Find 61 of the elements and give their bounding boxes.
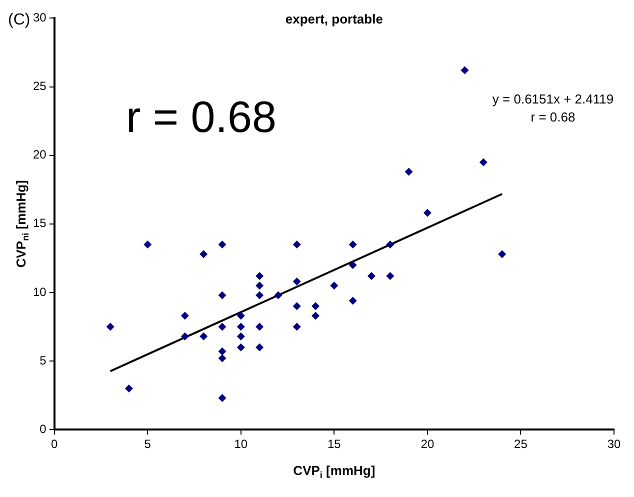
point	[200, 332, 208, 340]
x-tick-label: 25	[514, 437, 528, 452]
point	[236, 343, 245, 352]
point	[144, 240, 152, 248]
point	[367, 272, 376, 280]
x-tick-label: 0	[51, 437, 58, 452]
text: (C)	[8, 11, 30, 28]
point	[292, 240, 301, 248]
point	[236, 312, 245, 320]
point	[200, 250, 208, 258]
point	[292, 277, 301, 286]
point	[404, 168, 413, 176]
chart-title: expert, portable	[285, 12, 383, 27]
point	[348, 261, 357, 270]
point	[218, 240, 226, 248]
point	[256, 272, 264, 280]
point	[292, 302, 301, 310]
point	[386, 240, 394, 248]
y-axis-title: CVPni [mmHg]	[14, 180, 30, 268]
point	[498, 250, 506, 258]
point	[236, 332, 245, 340]
y-tick-label: 25	[32, 79, 47, 94]
y-tick-label: 0	[40, 422, 47, 436]
point	[218, 347, 226, 356]
point	[218, 354, 226, 362]
point	[312, 312, 320, 320]
point	[348, 296, 357, 305]
point	[423, 208, 432, 217]
point	[256, 291, 264, 300]
annotation: y = 0.6151x + 2.4119	[492, 92, 614, 107]
point	[256, 282, 264, 290]
x-tick-label: 5	[144, 437, 152, 452]
point	[218, 291, 226, 300]
annotation: r = 0.68	[126, 93, 276, 142]
x-tick-label: 30	[607, 437, 621, 452]
point	[274, 291, 282, 300]
point	[180, 312, 189, 320]
point	[180, 332, 189, 340]
point	[218, 394, 226, 402]
point	[386, 272, 394, 280]
x-tick-label: 10	[234, 437, 248, 452]
y-tick-label: 20	[32, 148, 47, 162]
point	[312, 302, 320, 310]
point	[460, 66, 469, 74]
x-tick-label: 15	[327, 437, 342, 452]
point	[256, 322, 264, 331]
point	[330, 282, 338, 290]
point	[236, 322, 245, 331]
point	[218, 322, 226, 331]
point	[106, 322, 114, 331]
y-tick-label: 15	[32, 216, 47, 230]
point	[348, 240, 357, 248]
y-tick-label: 30	[32, 10, 47, 25]
point	[479, 158, 488, 166]
x-tick-label: 20	[420, 437, 434, 452]
point	[124, 384, 133, 392]
y-tick-label: 5	[40, 353, 47, 368]
point	[292, 322, 301, 331]
y-tick-label: 10	[32, 284, 47, 299]
annotation: r = 0.68	[530, 110, 576, 125]
point	[256, 343, 264, 352]
